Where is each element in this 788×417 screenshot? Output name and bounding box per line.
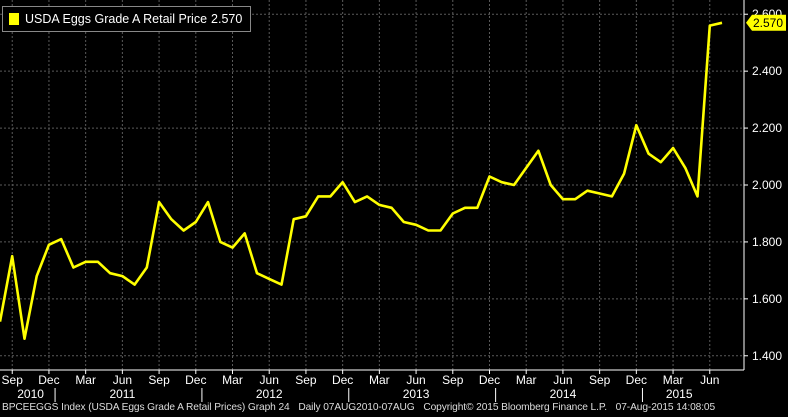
last-value-badge-shape [746,14,786,31]
footer-range: Daily 07AUG2010-07AUG [298,402,415,413]
footer-ticker: BPCEEGGS Index (USDA Eggs Grade A Retail… [2,402,290,413]
x-year-label: 2012 [256,387,283,401]
x-tick-label: Mar [369,373,390,387]
y-tick-label: 2.200 [752,121,782,135]
last-value-badge-text: 2.570 [753,16,783,30]
legend: USDA Eggs Grade A Retail Price 2.570 [2,6,252,32]
legend-label: USDA Eggs Grade A Retail Price [25,12,208,26]
legend-swatch [9,13,19,25]
x-tick-label: Dec [38,373,59,387]
x-year-label: 2015 [666,387,693,401]
x-tick-label: Dec [479,373,500,387]
footer: BPCEEGGS Index (USDA Eggs Grade A Retail… [2,402,715,413]
x-tick-label: Mar [663,373,684,387]
x-tick-label: Jun [700,373,719,387]
y-tick-label: 1.600 [752,292,782,306]
x-year-label: 2010 [17,387,44,401]
y-tick-label: 2.000 [752,178,782,192]
x-tick-label: Dec [626,373,647,387]
x-tick-label: Sep [148,373,170,387]
x-tick-label: Jun [553,373,572,387]
grid-lines [0,0,744,370]
x-tick-label: Mar [222,373,243,387]
last-value-badge: 2.570 [746,14,786,31]
x-axis-ticks: Sep Dec Mar Jun Sep Dec Mar Jun Sep Dec Mar Jun Sep D… [2,370,719,402]
x-tick-label: Mar [75,373,96,387]
footer-copyright: Copyright© 2015 Bloomberg Finance L.P. [423,402,607,413]
x-year-label: 2013 [403,387,430,401]
x-year-label: 2011 [109,387,135,401]
x-tick-label: Sep [295,373,317,387]
y-tick-label: 2.400 [752,64,782,78]
x-tick-label: Sep [442,373,464,387]
x-tick-label: Jun [260,373,279,387]
x-tick-label: Jun [113,373,132,387]
series-group [0,21,723,341]
x-tick-label: Sep [2,373,24,387]
x-tick-label: Mar [516,373,537,387]
x-year-label: 2014 [550,387,577,401]
y-tick-label: 1.800 [752,235,782,249]
x-tick-label: Jun [406,373,425,387]
x-tick-label: Dec [185,373,206,387]
y-tick-label: 1.400 [752,349,782,363]
series-line-usda-eggs [0,21,723,341]
x-tick-label: Sep [589,373,611,387]
legend-value: 2.570 [211,12,243,26]
footer-timestamp: 07-Aug-2015 14:08:05 [615,402,716,413]
x-tick-label: Dec [332,373,353,387]
